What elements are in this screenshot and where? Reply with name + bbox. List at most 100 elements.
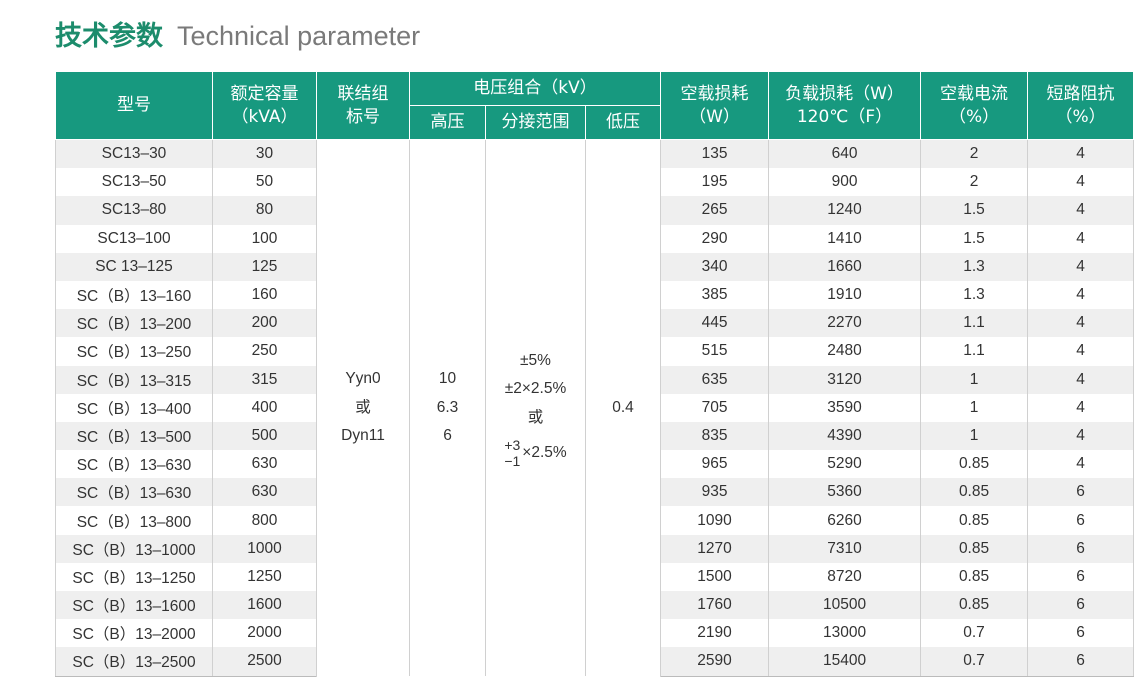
cell-line: （kVA） <box>231 106 298 127</box>
data-cell: 1 <box>920 393 1029 422</box>
cell-line: 负载损耗（W） <box>785 83 904 104</box>
data-cell: 0.85 <box>920 562 1029 591</box>
data-cell: 2500 <box>212 647 317 677</box>
data-row: SC（B）13–160 160 385 1910 1.3 4 <box>55 280 1135 310</box>
data-cell: 1410 <box>768 224 922 253</box>
data-cell: 1090 <box>660 506 770 535</box>
data-cell: SC13–100 <box>55 224 213 253</box>
data-cell: 0.85 <box>920 478 1029 507</box>
data-cell: 1.1 <box>920 309 1029 338</box>
data-cell: 13000 <box>768 619 922 648</box>
data-cell: 1270 <box>660 534 770 563</box>
subtitle: Technical parameter <box>177 21 421 51</box>
data-cell: SC（B）13–630 <box>55 450 213 479</box>
data-cell: 50 <box>212 168 317 197</box>
data-cell: 4 <box>1027 196 1135 225</box>
cell-line: 电压组合（kV） <box>473 78 597 98</box>
data-cell: 7310 <box>768 534 922 563</box>
data-row: SC（B）13–630 630 935 5360 0.85 6 <box>55 478 1135 507</box>
data-cell: 290 <box>660 224 770 253</box>
data-cell: 4 <box>1027 421 1135 451</box>
data-cell: 1910 <box>768 280 922 310</box>
data-cell: 0.85 <box>920 506 1029 535</box>
tap-step: ×2.5% <box>522 443 567 461</box>
data-cell: 1.5 <box>920 196 1029 225</box>
data-cell: 6260 <box>768 506 922 535</box>
data-cell: SC（B）13–1250 <box>55 562 213 591</box>
head-cell: 空载损耗 （W） <box>660 71 770 140</box>
data-cell: 4 <box>1027 224 1135 253</box>
data-cell: 4 <box>1027 309 1135 338</box>
cell-line: ±5% <box>520 351 551 369</box>
data-row: SC（B）13–1600 1600 1760 10500 0.85 6 <box>55 591 1135 620</box>
data-cell: 4 <box>1027 393 1135 422</box>
data-cell: 3590 <box>768 393 922 422</box>
data-cell: 2190 <box>660 619 770 648</box>
data-cell: 125 <box>212 252 317 281</box>
data-cell: SC（B）13–2000 <box>55 619 213 648</box>
data-cell: 4 <box>1027 280 1135 310</box>
data-cell: SC（B）13–800 <box>55 506 213 535</box>
data-row: SC 13–125 125 340 1660 1.3 4 <box>55 252 1135 281</box>
data-cell: 1250 <box>212 562 317 591</box>
data-cell: 160 <box>212 280 317 310</box>
data-cell: 640 <box>768 139 922 169</box>
data-row: SC（B）13–400 400 705 3590 1 4 <box>55 393 1135 422</box>
data-cell: 5360 <box>768 478 922 507</box>
data-cell: 2590 <box>660 647 770 677</box>
head-cell: 空载电流 （%） <box>920 71 1029 140</box>
connection-cell: Yyn0 或 Dyn11 <box>316 139 410 677</box>
data-row: SC（B）13–1000 1000 1270 7310 0.85 6 <box>55 534 1135 563</box>
cell-line: 联结组 <box>337 83 389 104</box>
data-cell: 135 <box>660 139 770 169</box>
data-cell: 2000 <box>212 619 317 648</box>
data-cell: SC 13–125 <box>55 252 213 281</box>
subhead-cell: 低压 <box>584 105 662 140</box>
data-cell: SC（B）13–400 <box>55 393 213 422</box>
data-cell: 800 <box>212 506 317 535</box>
cell-line: 6 <box>443 427 452 445</box>
data-cell: 3120 <box>768 365 922 394</box>
data-cell: 1.3 <box>920 252 1029 281</box>
low-voltage-cell: 0.4 <box>584 139 662 677</box>
cell-line: 额定容量 <box>230 83 299 104</box>
data-cell: 0.85 <box>920 534 1029 563</box>
cell-line: Yyn0 <box>345 370 381 388</box>
data-cell: 1.1 <box>920 337 1029 366</box>
data-cell: 1240 <box>768 196 922 225</box>
data-cell: 705 <box>660 393 770 422</box>
head-cell: 短路阻抗 （%） <box>1027 71 1135 140</box>
data-cell: 1760 <box>660 591 770 620</box>
data-cell: SC（B）13–1000 <box>55 534 213 563</box>
data-cell: 4 <box>1027 337 1135 366</box>
data-cell: SC（B）13–200 <box>55 309 213 338</box>
data-cell: 100 <box>212 224 317 253</box>
data-cell: 15400 <box>768 647 922 677</box>
data-cell: SC13–80 <box>55 196 213 225</box>
high-voltage-cell: 10 6.3 6 <box>409 139 486 677</box>
data-cell: 0.7 <box>920 647 1029 677</box>
data-cell: 1.3 <box>920 280 1029 310</box>
data-cell: 515 <box>660 337 770 366</box>
data-cell: 4 <box>1027 139 1135 169</box>
data-cell: 2480 <box>768 337 922 366</box>
data-cell: 2 <box>920 139 1029 169</box>
tap-lower: −1 <box>504 453 521 470</box>
tap-range-cell: ±5% ±2×2.5% 或 +3 −1 ×2.5% <box>485 139 586 677</box>
data-cell: 630 <box>212 450 317 479</box>
data-cell: 1500 <box>660 562 770 591</box>
data-cell: 400 <box>212 393 317 422</box>
head-cell: 负载损耗（W） 120℃（F） <box>768 71 922 140</box>
data-cell: 4 <box>1027 365 1135 394</box>
tap-fraction: +3 −1 <box>504 437 520 469</box>
cell-line: 标号 <box>346 106 380 127</box>
data-row: SC（B）13–1250 1250 1500 8720 0.85 6 <box>55 562 1135 591</box>
data-cell: 635 <box>660 365 770 394</box>
cell-line: 或 <box>355 398 371 416</box>
data-cell: 1 <box>920 365 1029 394</box>
data-cell: 10500 <box>768 591 922 620</box>
tap-upper: +3 <box>504 437 521 454</box>
cell-line: 空载电流 <box>940 83 1009 104</box>
data-row: SC（B）13–200 200 445 2270 1.1 4 <box>55 309 1135 338</box>
